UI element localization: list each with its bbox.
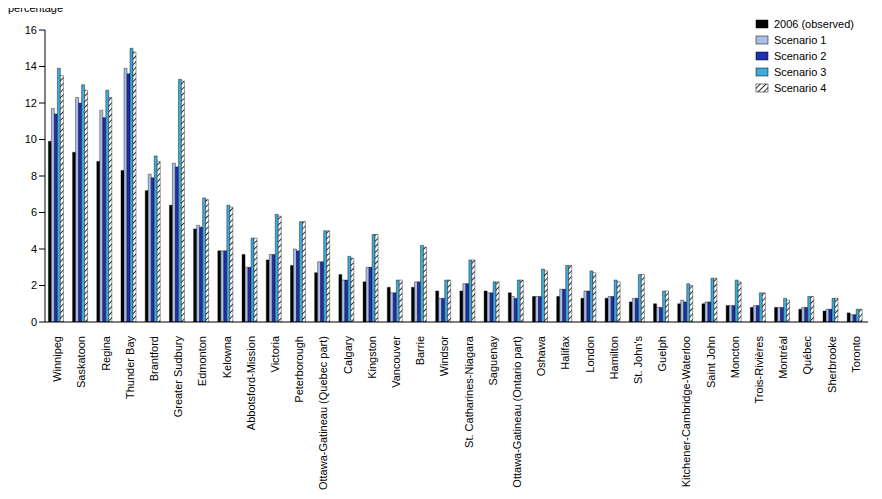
svg-text:Edmonton: Edmonton [196,336,208,386]
svg-text:Hamilton: Hamilton [608,336,620,379]
svg-text:Abbotsford-Mission: Abbotsford-Mission [245,336,257,430]
svg-text:London: London [584,336,596,373]
html-text:Scenario 1: Scenario 1 [773,34,827,46]
svg-text:Windsor: Windsor [438,336,450,377]
svg-text:Winnipeg: Winnipeg [51,336,63,382]
svg-text:6: 6 [31,206,37,218]
svg-text:14: 14 [25,60,37,72]
svg-text:4: 4 [31,243,37,255]
svg-text:Peterborough: Peterborough [293,336,305,403]
html-text:Scenario 4: Scenario 4 [773,82,827,94]
svg-text:Ottawa-Gatineau (Quebec part): Ottawa-Gatineau (Quebec part) [317,336,329,490]
svg-text:8: 8 [31,170,37,182]
svg-text:Kingston: Kingston [366,336,378,379]
svg-text:Saint John: Saint John [705,336,717,388]
svg-text:Regina: Regina [100,335,112,371]
svg-text:Saskatoon: Saskatoon [75,336,87,388]
svg-text:Moncton: Moncton [729,336,741,378]
svg-text:Trois-Rivières: Trois-Rivières [753,336,765,404]
svg-text:10: 10 [25,133,37,145]
svg-text:Greater Sudbury: Greater Sudbury [172,336,184,418]
svg-text:12: 12 [25,97,37,109]
html-text:Scenario 3: Scenario 3 [773,66,827,78]
svg-text:Ottawa-Gatineau (Ontario part): Ottawa-Gatineau (Ontario part) [511,336,523,488]
html-text:2006 (observed): 2006 (observed) [773,18,854,30]
svg-text:0: 0 [31,316,37,328]
svg-text:Saguenay: Saguenay [487,336,499,386]
html-text:Scenario 2: Scenario 2 [773,50,827,62]
svg-text:St. John's: St. John's [632,336,644,384]
svg-text:Québec: Québec [801,336,813,375]
svg-text:Halifax: Halifax [559,336,571,370]
svg-text:Vancouver: Vancouver [390,336,402,388]
svg-text:Calgary: Calgary [342,336,354,374]
svg-text:Brantford: Brantford [148,336,160,381]
svg-text:St. Catharines-Niagara: St. Catharines-Niagara [463,335,475,448]
svg-text:Thunder Bay: Thunder Bay [124,336,136,399]
svg-text:Victoria: Victoria [269,335,281,372]
html-text:percentage: percentage [8,2,63,14]
svg-text:2: 2 [31,279,37,291]
svg-text:Sherbrooke: Sherbrooke [826,336,838,393]
svg-text:16: 16 [25,24,37,36]
svg-text:Toronto: Toronto [850,336,862,373]
svg-text:Barrie: Barrie [414,336,426,365]
svg-text:Kitchener-Cambridge-Waterloo: Kitchener-Cambridge-Waterloo [680,336,692,487]
svg-text:Kelowna: Kelowna [221,335,233,378]
svg-text:Guelph: Guelph [656,336,668,371]
svg-text:Oshawa: Oshawa [535,335,547,376]
svg-text:Montréal: Montréal [777,336,789,379]
